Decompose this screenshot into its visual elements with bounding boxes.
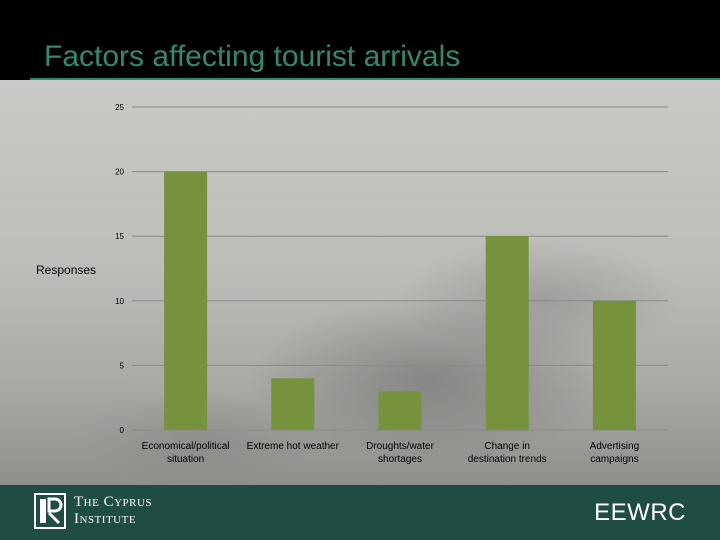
bar bbox=[164, 171, 208, 430]
bar bbox=[378, 391, 422, 430]
x-tick-label: Economical/political situation bbox=[142, 441, 230, 465]
y-axis-label: Responses bbox=[36, 263, 96, 277]
institute-name: The Cyprus Institute bbox=[74, 494, 153, 527]
bar-chart: 0 5 10 15 20 25 Economical/political situation… bbox=[36, 103, 668, 465]
y-tick-labels: 0 5 10 15 20 25 bbox=[115, 103, 124, 435]
x-tick-label: Extreme hot weather bbox=[247, 441, 340, 452]
x-tick-labels: Economical/political situation Extreme hot… bbox=[142, 441, 639, 465]
title-bar: Factors affecting tourist arrivals bbox=[0, 0, 720, 80]
y-tick-label: 20 bbox=[115, 168, 124, 177]
y-tick-label: 15 bbox=[115, 232, 124, 241]
y-tick-label: 10 bbox=[115, 297, 124, 306]
x-tick-label: Advertising campaigns bbox=[590, 441, 639, 465]
x-tick-label: Change in destination trends bbox=[468, 441, 547, 465]
cyprus-institute-logo-icon bbox=[34, 493, 66, 529]
y-tick-label: 5 bbox=[120, 361, 125, 370]
footer-bar: The Cyprus Institute EEWRC bbox=[0, 485, 720, 540]
bar bbox=[271, 378, 315, 430]
title-underline bbox=[30, 78, 720, 80]
slide-title: Factors affecting tourist arrivals bbox=[44, 40, 461, 73]
y-tick-label: 0 bbox=[120, 426, 125, 435]
bars bbox=[164, 171, 636, 430]
bar bbox=[485, 236, 529, 430]
bar bbox=[592, 300, 636, 430]
grid-lines bbox=[132, 106, 668, 431]
x-tick-label: Droughts/water shortages bbox=[366, 441, 434, 465]
eewrc-label: EEWRC bbox=[594, 499, 686, 526]
y-tick-label: 25 bbox=[115, 103, 124, 112]
